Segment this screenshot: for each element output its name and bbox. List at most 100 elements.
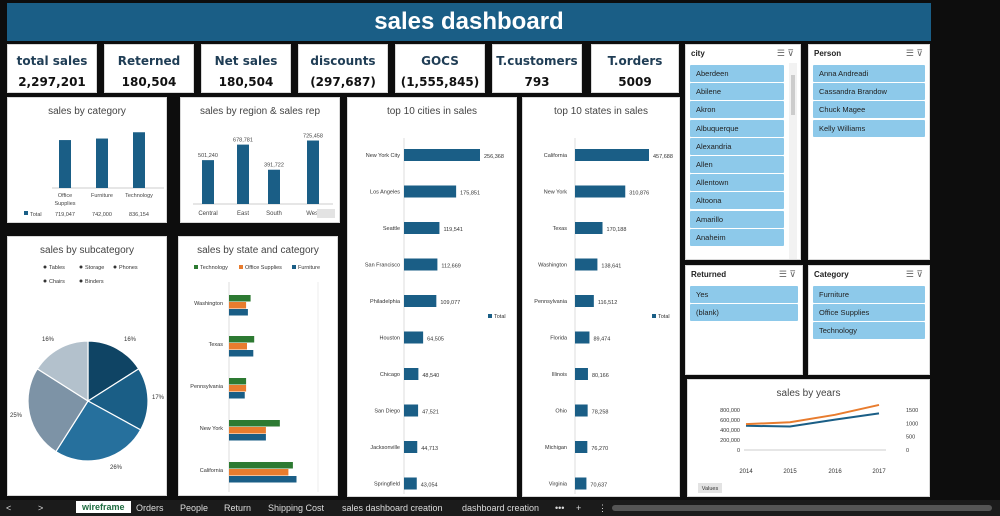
state-tick-label: Washington (194, 301, 223, 307)
bar (404, 441, 418, 453)
chart-title: sales by subcategory (40, 245, 134, 256)
more-tabs-icon[interactable]: ••• (555, 503, 565, 513)
scroll-left-icon[interactable]: < (6, 503, 12, 513)
years-chart-card[interactable]: sales by years 800,000 600,000 400,000 200,… (687, 379, 930, 497)
kpi-value: 2,297,201 (18, 75, 86, 89)
slicer-item[interactable]: Alexandria (690, 137, 784, 155)
legend-label: Total (658, 314, 670, 320)
slicer-item[interactable]: Cassandra Brandow (813, 83, 925, 101)
category-tick-label: Technology (125, 193, 153, 199)
subcategory-chart-card[interactable]: sales by subcategory Tables Storage Phones… (7, 236, 167, 496)
bar (575, 441, 588, 453)
kpi-value: 180,504 (218, 75, 274, 89)
state-category-chart-card[interactable]: sales by state and category Technology Of… (178, 236, 338, 496)
y-tick-label: 400,000 (720, 428, 740, 434)
slicer-item[interactable]: Albuquerque (690, 119, 784, 137)
sheet-tab-return[interactable]: Return (224, 503, 252, 513)
slicer-item[interactable]: (blank) (690, 304, 798, 322)
category-tick-label: Florida (550, 336, 568, 342)
data-label: 109,077 (440, 300, 460, 306)
region-chart-card[interactable]: sales by region & sales rep 501,240 Centr… (180, 97, 340, 223)
x-tick-label: 2014 (739, 469, 753, 475)
slicer-item[interactable]: Aberdeen (690, 65, 784, 82)
margin-area (936, 0, 1000, 500)
cities-chart-card[interactable]: top 10 cities in sales New York City 256,… (347, 97, 517, 497)
person-slicer[interactable]: Person ☰ ⊽ Anna Andreadi Cassandra Brando… (808, 44, 930, 260)
bar (575, 258, 598, 271)
region-bar (268, 169, 280, 204)
slice-label: 16% (42, 337, 55, 343)
x-tick-label: 2015 (783, 469, 797, 475)
legend-swatch (488, 314, 492, 318)
sheet-tab-dashboard-creation[interactable]: dashboard creation (462, 503, 540, 513)
states-chart-card[interactable]: top 10 states in sales California 457,688… (522, 97, 680, 497)
multiselect-filter-icon[interactable]: ☰ ⊽ (778, 269, 796, 279)
bar (575, 222, 603, 234)
returned-slicer[interactable]: Returned ☰ ⊽ Yes (blank) (685, 265, 803, 375)
slicer-item[interactable]: Furniture (813, 286, 925, 303)
add-sheet-icon[interactable]: + (576, 503, 582, 513)
category-chart-card[interactable]: sales by category Office Supplies 719,047 F… (7, 97, 167, 223)
slicer-item[interactable]: Akron (690, 101, 784, 119)
region-tick-label: West (306, 211, 320, 217)
bar (575, 477, 587, 490)
x-tick-label: 2017 (872, 469, 886, 475)
chart-title: sales by years (776, 388, 841, 399)
sheet-tab-people[interactable]: People (180, 503, 209, 513)
city-slicer[interactable]: city ☰ ⊽ Aberdeen Abilene Akron Albuquerque… (685, 44, 801, 260)
y-tick-label: 200,000 (720, 438, 740, 444)
category-tick-label: San Diego (374, 409, 400, 415)
sheet-tab-shipping-cost[interactable]: Shipping Cost (268, 503, 325, 513)
multiselect-filter-icon[interactable]: ☰ ⊽ (905, 48, 923, 58)
sheet-tab-wireframe[interactable]: wireframe (76, 501, 131, 513)
kpi-label: T.customers (496, 54, 578, 68)
legend-label: Storage (85, 265, 104, 271)
tab-menu-icon[interactable]: ⋮ (598, 503, 607, 513)
slicer-item[interactable]: Yes (690, 286, 798, 303)
bar (404, 149, 480, 161)
kpi-card-6: T.orders 5009 (591, 44, 679, 93)
region-tick-label: South (266, 211, 282, 217)
category-slicer[interactable]: Category ☰ ⊽ Furniture Office Supplies Tec… (808, 265, 930, 375)
y-tick-label: 800,000 (720, 408, 740, 414)
kpi-label: Net sales (214, 54, 278, 68)
category-tick-label: Pennsylvania (534, 299, 568, 305)
slicer-item[interactable]: Technology (813, 322, 925, 340)
slicer-item[interactable]: Allen (690, 156, 784, 173)
slicer-item[interactable]: Abilene (690, 83, 784, 101)
legend-swatch (292, 265, 296, 269)
kpi-card-5: T.customers 793 (492, 44, 582, 93)
slicer-item[interactable]: Chuck Magee (813, 101, 925, 119)
bar (575, 149, 649, 161)
slicer-item[interactable]: Office Supplies (813, 304, 925, 322)
slicer-item[interactable]: Anna Andreadi (813, 65, 925, 82)
horizontal-scrollbar[interactable] (612, 505, 992, 511)
slicer-item[interactable]: Kelly Williams (813, 119, 925, 137)
category-tick-label: Furniture (91, 193, 113, 199)
slicer-item[interactable]: Amarillo (690, 210, 784, 228)
data-label: 719,047 (55, 212, 75, 218)
bar-technology (229, 378, 247, 385)
multiselect-filter-icon[interactable]: ☰ ⊽ (776, 48, 794, 58)
bar (404, 295, 437, 307)
scrollbar[interactable] (789, 63, 797, 259)
scroll-right-icon[interactable]: > (38, 503, 44, 513)
legend-swatch (24, 211, 28, 215)
kpi-card-1: Reterned 180,504 (104, 44, 194, 93)
slicer-title: Category (814, 270, 849, 279)
kpi-card-2: Net sales 180,504 (201, 44, 291, 93)
chart-title: sales by category (48, 106, 126, 117)
slicer-title: Returned (691, 270, 727, 279)
sheet-tab-sales-dashboard-creation[interactable]: sales dashboard creation (342, 503, 443, 513)
bar (575, 331, 590, 344)
subcategory-pie-chart: Tables Storage Phones Chairs Binders 16% 17% 26… (10, 265, 165, 471)
kpi-card-4: GOCS (1,555,845) (395, 44, 485, 93)
slicer-item[interactable]: Anaheim (690, 228, 784, 246)
slicer-item[interactable]: Altoona (690, 192, 784, 210)
sheet-tab-orders[interactable]: Orders (136, 503, 164, 513)
slicer-item[interactable]: Allentown (690, 174, 784, 192)
multiselect-filter-icon[interactable]: ☰ ⊽ (905, 269, 923, 279)
data-label: 78,258 (592, 410, 609, 416)
legend-label: Office Supplies (245, 265, 282, 271)
data-label: 175,851 (460, 191, 480, 197)
